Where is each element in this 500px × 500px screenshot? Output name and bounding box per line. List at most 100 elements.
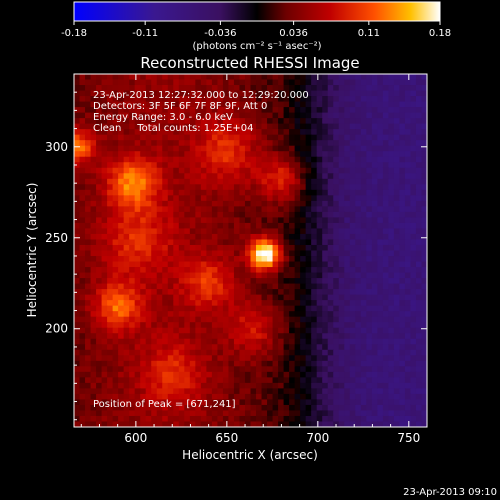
heatmap-cell bbox=[272, 404, 279, 412]
heatmap-cell bbox=[151, 134, 158, 141]
heatmap-cell bbox=[338, 377, 345, 384]
heatmap-cell bbox=[217, 261, 224, 268]
heatmap-cell bbox=[195, 338, 202, 345]
heatmap-cell bbox=[200, 338, 207, 345]
heatmap-cell bbox=[382, 410, 389, 417]
heatmap-cell bbox=[272, 371, 279, 378]
heatmap-cell bbox=[355, 393, 362, 401]
heatmap-cell bbox=[244, 349, 252, 356]
heatmap-cell bbox=[355, 382, 362, 389]
heatmap-cell bbox=[184, 267, 191, 274]
heatmap-cell bbox=[178, 140, 185, 147]
heatmap-cell bbox=[140, 112, 147, 119]
heatmap-cell bbox=[206, 184, 213, 191]
heatmap-cell bbox=[228, 222, 235, 230]
heatmap-cell bbox=[134, 250, 141, 257]
heatmap-cell bbox=[377, 167, 384, 174]
heatmap-cell bbox=[233, 211, 241, 219]
heatmap-cell bbox=[244, 377, 252, 384]
heatmap-cell bbox=[300, 410, 307, 417]
heatmap-cell bbox=[371, 421, 378, 427]
heatmap-cell bbox=[316, 316, 323, 323]
heatmap-cell bbox=[90, 145, 97, 152]
heatmap-cell bbox=[421, 211, 427, 219]
heatmap-cell bbox=[410, 85, 417, 92]
heatmap-cell bbox=[184, 184, 191, 191]
heatmap-cell bbox=[244, 96, 252, 103]
peak-position-label: Position of Peak = [671,241] bbox=[93, 399, 236, 410]
heatmap-cell bbox=[327, 327, 334, 334]
heatmap-cell bbox=[256, 344, 263, 351]
heatmap-cell bbox=[79, 294, 86, 301]
heatmap-cell bbox=[118, 123, 125, 130]
heatmap-cell bbox=[316, 289, 323, 296]
heatmap-cell bbox=[322, 129, 329, 136]
heatmap-cell bbox=[283, 151, 290, 158]
heatmap-cell bbox=[283, 118, 290, 125]
heatmap-cell bbox=[206, 267, 213, 274]
heatmap-cell bbox=[244, 305, 252, 312]
heatmap-cell bbox=[211, 74, 219, 81]
heatmap-cell bbox=[349, 250, 356, 257]
heatmap-cell bbox=[145, 327, 152, 334]
heatmap-cell bbox=[156, 366, 163, 373]
heatmap-cell bbox=[178, 239, 185, 246]
heatmap-cell bbox=[206, 316, 213, 323]
heatmap-cell bbox=[355, 162, 362, 169]
heatmap-cell bbox=[421, 349, 427, 356]
heatmap-cell bbox=[349, 371, 356, 378]
heatmap-cell bbox=[410, 327, 417, 334]
heatmap-cell bbox=[184, 178, 191, 185]
heatmap-cell bbox=[371, 134, 378, 141]
heatmap-cell bbox=[233, 283, 241, 290]
heatmap-cell bbox=[140, 189, 147, 196]
heatmap-cell bbox=[178, 404, 185, 412]
heatmap-cell bbox=[90, 261, 97, 268]
heatmap-cell bbox=[184, 79, 191, 86]
heatmap-cell bbox=[377, 134, 384, 141]
heatmap-cell bbox=[239, 333, 246, 340]
heatmap-cell bbox=[393, 228, 401, 235]
heatmap-cell bbox=[101, 283, 108, 290]
heatmap-cell bbox=[85, 415, 92, 423]
heatmap-cell bbox=[145, 145, 152, 152]
heatmap-cell bbox=[222, 388, 230, 395]
heatmap-cell bbox=[189, 162, 196, 169]
heatmap-cell bbox=[239, 173, 246, 180]
heatmap-cell bbox=[360, 167, 367, 174]
heatmap-cell bbox=[233, 200, 241, 207]
heatmap-cell bbox=[123, 200, 130, 207]
heatmap-cell bbox=[96, 167, 103, 174]
heatmap-cell bbox=[134, 239, 141, 246]
heatmap-cell bbox=[261, 294, 268, 301]
heatmap-cell bbox=[195, 344, 202, 351]
heatmap-cell bbox=[300, 278, 307, 285]
heatmap-cell bbox=[129, 338, 136, 345]
heatmap-cell bbox=[250, 195, 257, 202]
heatmap-cell bbox=[140, 222, 147, 230]
heatmap-cell bbox=[239, 184, 246, 191]
heatmap-cell bbox=[101, 377, 108, 384]
heatmap-cell bbox=[344, 300, 351, 307]
heatmap-cell bbox=[162, 344, 169, 351]
heatmap-cell bbox=[156, 184, 163, 191]
heatmap-cell bbox=[305, 96, 312, 103]
heatmap-cell bbox=[195, 410, 202, 417]
heatmap-cell bbox=[123, 289, 130, 296]
heatmap-cell bbox=[162, 79, 169, 86]
heatmap-cell bbox=[239, 118, 246, 125]
heatmap-cell bbox=[283, 278, 290, 285]
heatmap-cell bbox=[371, 206, 378, 213]
heatmap-cell bbox=[107, 388, 114, 395]
heatmap-cell bbox=[222, 90, 230, 97]
heatmap-cell bbox=[173, 167, 180, 174]
heatmap-cell bbox=[316, 278, 323, 285]
heatmap-cell bbox=[382, 233, 389, 241]
heatmap-cell bbox=[316, 200, 323, 207]
heatmap-cell bbox=[415, 338, 423, 345]
heatmap-cell bbox=[366, 415, 373, 423]
heatmap-cell bbox=[244, 244, 252, 252]
heatmap-cell bbox=[322, 195, 329, 202]
heatmap-cell bbox=[123, 151, 130, 158]
heatmap-cell bbox=[151, 371, 158, 378]
